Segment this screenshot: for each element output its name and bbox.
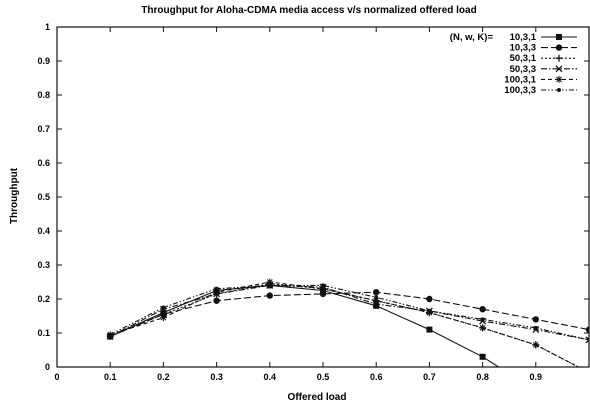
series-50-3-3-line [109,284,589,341]
series-100-3-1 [106,278,579,367]
series-10-3-3-line [109,291,589,337]
series-10-3-3-point [532,316,539,323]
series-100-3-3-point [480,317,485,322]
x-tick-label: 0.4 [264,372,277,382]
x-tick-label: 0.8 [476,372,489,382]
x-tick-label: 0.5 [317,372,330,382]
legend-item-100-3-1: 100,3,1 [504,74,577,85]
series-100-3-3-point [587,337,589,342]
x-tick-label: 0 [54,372,59,382]
series-10-3-1-point [426,326,433,333]
series-layer [106,278,589,367]
legend-item-10-3-3-label: 10,3,3 [510,43,536,54]
y-tick-label: 0 [45,362,50,372]
series-10-3-1-point [373,302,380,309]
series-100-3-1-point [532,341,540,349]
series-50-3-1-line [109,283,579,367]
series-100-3-1-line [110,281,579,367]
legend-title: (N, w, K)= [450,32,494,43]
y-tick-label: 1 [45,22,50,32]
y-axis-label: Throughput [9,167,20,224]
series-10-3-1 [107,282,499,367]
series-100-3-3-point [533,325,538,330]
y-tick-label: 0.6 [37,158,50,168]
legend-item-100-3-3: 100,3,3 [504,85,577,96]
series-100-3-3-point [321,283,325,288]
series-100-3-1-point [213,288,221,296]
x-tick-label: 0.1 [104,372,117,382]
x-tick-label: 0.9 [530,372,543,382]
y-tick-label: 0.9 [37,56,50,66]
series-100-3-3-point [161,305,166,310]
y-tick-label: 0.2 [37,294,50,304]
y-tick-label: 0.7 [37,124,50,134]
legend-item-10-3-3: 10,3,3 [510,43,577,54]
series-100-3-1-point [319,285,327,293]
legend-item-50-3-1: 50,3,1 [510,53,577,64]
x-tick-label: 0.7 [423,372,436,382]
series-100-3-1-point [159,314,167,322]
legend: (N, w, K)= 10,3,110,3,350,3,150,3,3100,3… [450,32,577,96]
series-100-3-3-point [374,295,379,300]
legend-item-50-3-1-label: 50,3,1 [510,53,537,64]
series-10-3-1-point [479,353,486,360]
series-100-3-3-point [108,332,113,337]
legend-item-10-3-3-marker [555,44,563,51]
series-10-3-3 [107,289,589,340]
legend-item-100-3-3-label: 100,3,3 [504,85,536,96]
legend-item-100-3-3-marker [557,88,561,92]
y-tick-label: 0.5 [37,192,50,202]
x-tick-label: 0.3 [210,372,223,382]
legend-item-50-3-3: 50,3,3 [510,64,577,75]
y-tick-label: 0.3 [37,260,50,270]
legend-item-100-3-1-marker [555,75,563,83]
series-100-3-3-point [214,286,219,291]
legend-item-10-3-1-marker [556,34,562,40]
series-100-3-1-point [372,297,380,305]
legend-item-50-3-3-label: 50,3,3 [510,64,536,75]
series-100-3-3-line [109,284,589,341]
x-tick-label: 0.6 [370,372,383,382]
legend-item-10-3-1-label: 10,3,1 [510,32,537,43]
series-100-3-1-point [266,278,274,286]
series-10-3-3-point [319,290,327,298]
legend-item-100-3-1-label: 100,3,1 [504,74,536,85]
series-100-3-3 [108,283,589,342]
chart-title: Throughput for Aloha-CDMA media access v… [141,5,476,16]
series-10-3-3-point [266,292,273,299]
y-tick-label: 0.1 [37,328,50,338]
legend-item-50-3-1-marker [555,54,563,62]
x-tick-label: 0.2 [157,372,170,382]
series-10-3-3-point [373,289,380,296]
series-100-3-3-point [267,283,272,288]
series-10-3-3-point [479,306,486,313]
series-10-3-3-point [213,297,220,304]
y-tick-label: 0.8 [37,90,50,100]
series-100-3-3-point [427,308,432,313]
series-10-3-3-point [426,295,433,303]
axis-ticks: 0 0.1 0.2 0.3 0.4 0.5 0.6 0.7 0.8 0.9 0 0.1 0.2 0.3 0.… [37,22,589,382]
series-100-3-1-point [479,324,487,332]
series-10-3-3-point [585,326,589,333]
series-10-3-1-line [109,284,499,367]
series-50-3-3-point [585,336,589,344]
y-tick-label: 0.4 [37,226,50,236]
legend-item-50-3-3-marker [555,65,563,73]
x-axis-label: Offered load [288,392,347,403]
legend-item-10-3-1: 10,3,1 [510,32,577,43]
